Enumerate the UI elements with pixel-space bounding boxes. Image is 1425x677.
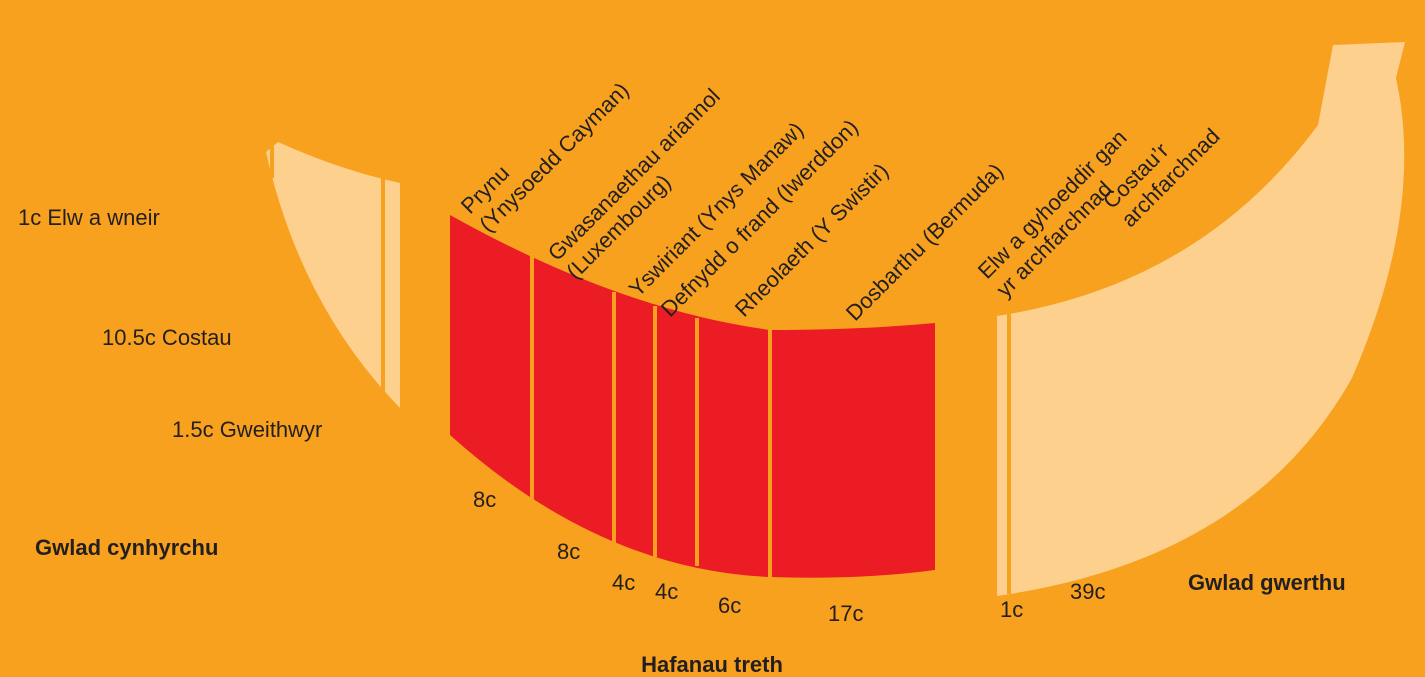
segment-amount: 1c [1000,597,1023,622]
havens-label: Hafanau treth [641,652,783,677]
segment-amount: 39c [1070,579,1105,604]
segment-amount: 6c [718,593,741,618]
segment-amount: 8c [473,487,496,512]
producing-label: Gwlad cynhyrchu [35,535,218,560]
page: {"producing": {"label": "Gwlad cynhyrchu… [0,0,1425,677]
segment-amount: 4c [612,570,635,595]
banana-diagram: Gwlad cynhyrchu Hafanau treth Gwlad gwer… [0,0,1425,677]
segment-amount: 8c [557,539,580,564]
segment-amount: 4c [655,579,678,604]
producing-item: 10.5c Costau [102,325,232,350]
producing-item: 1.5c Gweithwyr [172,417,322,442]
segment-amount: 17c [828,601,863,626]
selling-label: Gwlad gwerthu [1188,570,1346,595]
producing-item: 1c Elw a wneir [18,205,160,230]
